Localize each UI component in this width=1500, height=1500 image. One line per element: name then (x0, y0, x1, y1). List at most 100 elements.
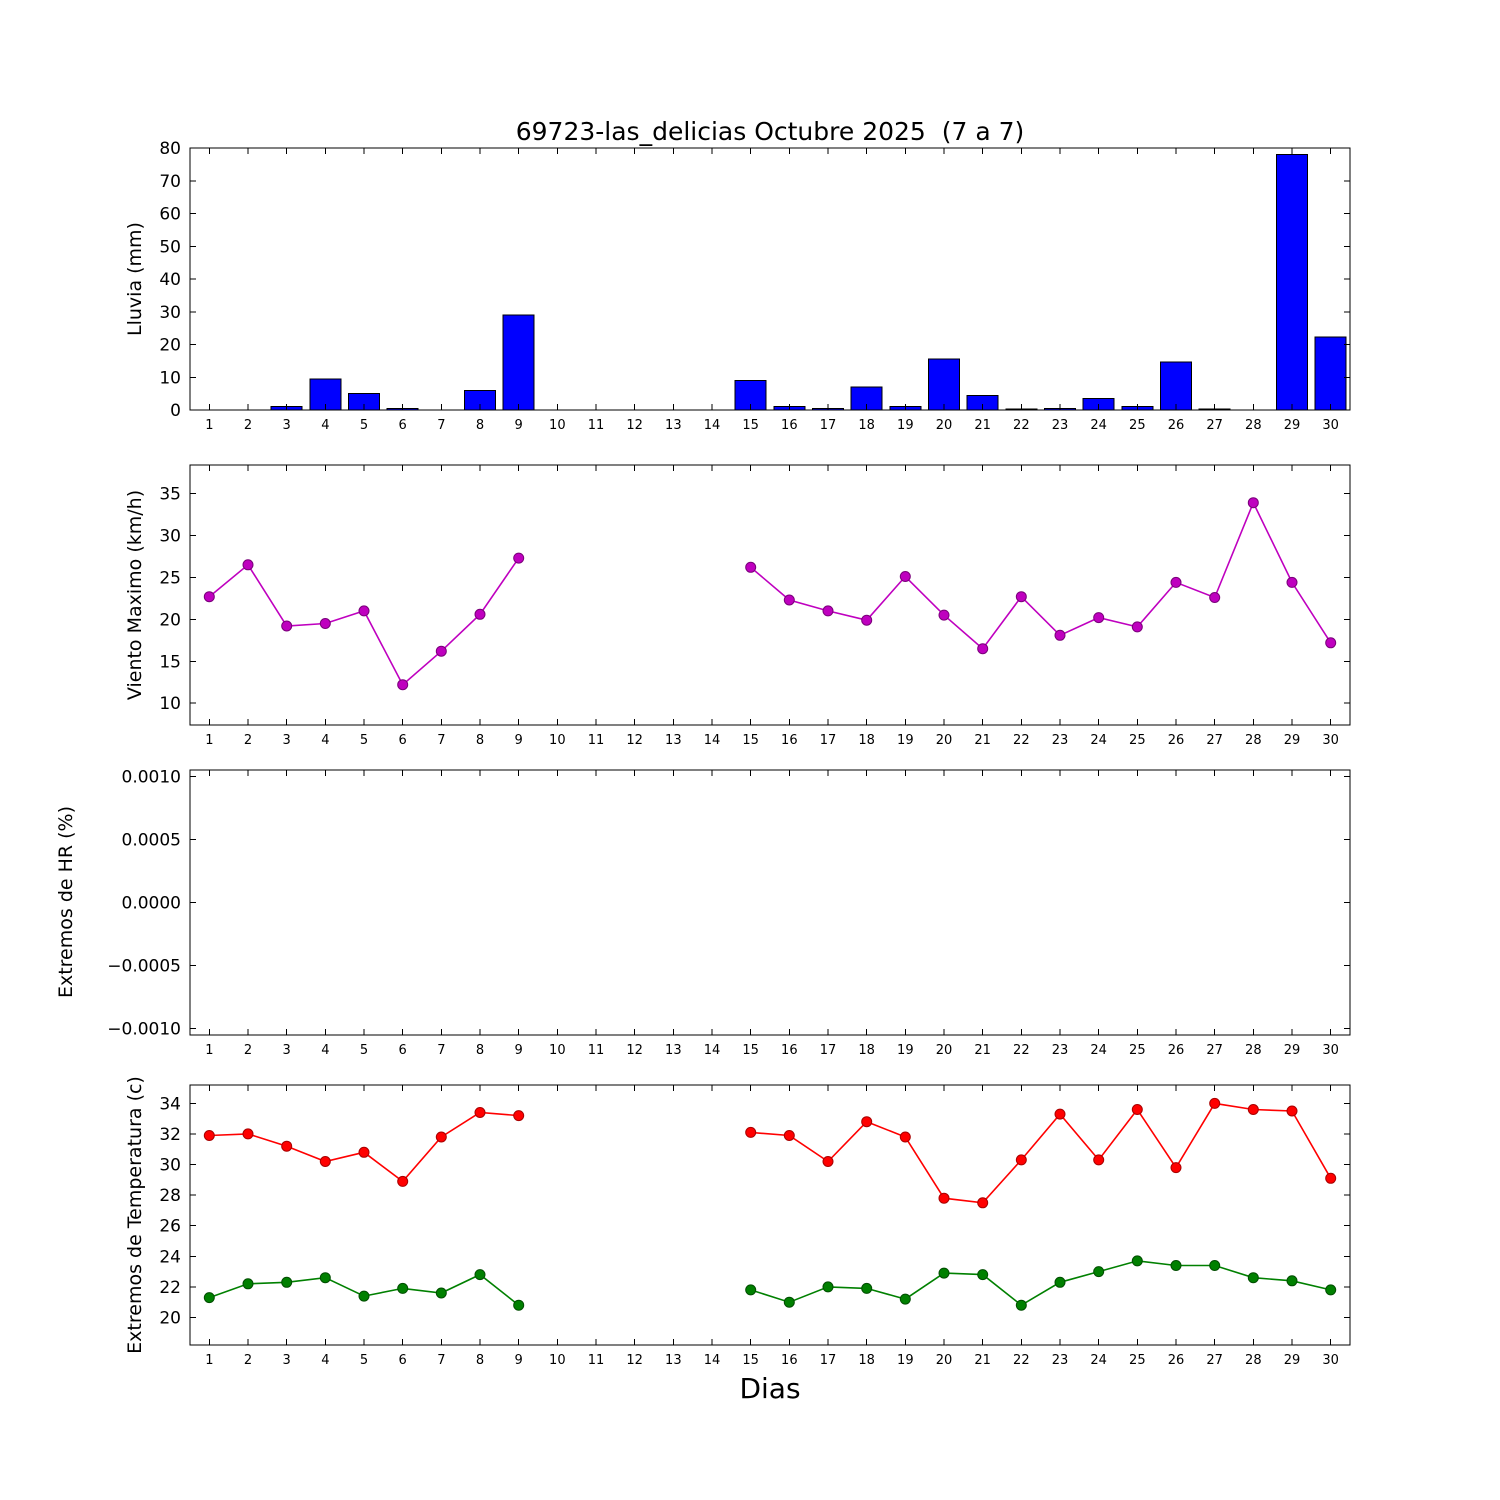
temperatura-xtick-label: 4 (321, 1353, 329, 1368)
temperatura-minima-point-day-15 (745, 1284, 757, 1296)
temperatura-xtick-label: 21 (974, 1353, 991, 1368)
lluvia-xtick-label: 14 (704, 418, 721, 433)
hr-xtick-label: 22 (1013, 1043, 1030, 1058)
viento-ytick-label: 15 (159, 652, 181, 672)
temperatura-maxima-point-day-2 (242, 1128, 254, 1140)
lluvia-xtick-label: 15 (742, 418, 759, 433)
viento-xtick-label: 8 (476, 733, 484, 748)
temperatura-maxima-point-day-30 (1325, 1172, 1337, 1184)
lluvia-xtick-label: 23 (1052, 418, 1069, 433)
hr-xtick-label: 14 (704, 1043, 721, 1058)
viento-xtick-label: 6 (399, 733, 407, 748)
hr-ytick-label: 0.0005 (122, 830, 181, 850)
temperatura-maxima-point-day-8 (474, 1107, 486, 1118)
temperatura-minima-point-day-8 (474, 1269, 486, 1281)
temperatura-maxima-point-day-21 (977, 1197, 989, 1209)
temperatura-xtick-label: 22 (1013, 1353, 1030, 1368)
lluvia-xtick-label: 21 (974, 418, 991, 433)
temperatura-xtick-label: 27 (1206, 1353, 1223, 1368)
viento-xtick-label: 30 (1322, 733, 1339, 748)
lluvia-xtick-label: 2 (244, 418, 252, 433)
temperatura-ytick-label: 26 (159, 1217, 181, 1237)
temperatura-minima-point-day-21 (977, 1269, 989, 1281)
viento-maximo-point-day-19 (899, 571, 911, 582)
viento-ytick-label: 10 (159, 694, 181, 714)
viento-maximo-point-day-28 (1247, 497, 1259, 509)
viento-xtick-label: 3 (283, 733, 291, 748)
viento-maximo-point-day-22 (1015, 591, 1027, 603)
viento-maximo-point-day-23 (1054, 629, 1066, 641)
viento-maximo-point-day-1 (203, 591, 215, 603)
viento-xtick-label: 22 (1013, 733, 1030, 748)
lluvia-xtick-label: 8 (476, 418, 484, 433)
lluvia-ytick-label: 80 (159, 139, 181, 159)
temperatura-minima-point-day-20 (938, 1267, 950, 1279)
lluvia-ytick-label: 10 (159, 368, 181, 388)
viento-xtick-label: 28 (1245, 733, 1262, 748)
viento-xtick-label: 9 (515, 733, 523, 748)
viento-xtick-label: 7 (437, 733, 445, 748)
viento-maximo-point-day-7 (435, 645, 447, 657)
temperatura-minima-point-day-24 (1093, 1266, 1105, 1278)
temperatura-minima-point-day-5 (358, 1290, 370, 1302)
temperatura-ytick-label: 22 (159, 1278, 181, 1298)
lluvia-xtick-label: 28 (1245, 418, 1262, 433)
lluvia-xtick-label: 12 (626, 418, 643, 433)
viento-xtick-label: 5 (360, 733, 368, 748)
viento-xtick-label: 13 (665, 733, 682, 748)
temperatura-xtick-label: 16 (781, 1353, 798, 1368)
lluvia-bar-day-30 (1314, 336, 1347, 411)
viento-xtick-label: 15 (742, 733, 759, 748)
temperatura-ytick-label: 34 (159, 1094, 181, 1114)
viento-maximo-point-day-15 (745, 561, 757, 573)
temperatura-maxima-point-day-4 (319, 1156, 331, 1167)
viento-xtick-label: 17 (820, 733, 837, 748)
hr-xtick-label: 29 (1284, 1043, 1301, 1058)
hr-xtick-label: 15 (742, 1043, 759, 1058)
lluvia-ytick-label: 30 (159, 303, 181, 323)
hr-xtick-label: 21 (974, 1043, 991, 1058)
viento-maximo-point-day-29 (1286, 576, 1298, 588)
temperatura-minima-line (209, 1260, 1331, 1307)
hr-xtick-label: 28 (1245, 1043, 1262, 1058)
lluvia-xtick-label: 19 (897, 418, 914, 433)
viento-xtick-label: 27 (1206, 733, 1223, 748)
temperatura-minima-point-day-25 (1131, 1255, 1143, 1267)
temperatura-maxima-point-day-16 (783, 1130, 795, 1141)
temperatura-minima-point-day-7 (435, 1287, 447, 1299)
viento-maximo-point-day-24 (1093, 612, 1105, 624)
hr-xtick-label: 11 (588, 1043, 605, 1058)
viento-xtick-label: 10 (549, 733, 566, 748)
viento-maximo-point-day-26 (1170, 576, 1182, 588)
lluvia-bar-day-26 (1160, 361, 1192, 411)
hr-xtick-label: 4 (321, 1043, 329, 1058)
lluvia-xtick-label: 1 (205, 418, 213, 433)
temperatura-maxima-point-day-22 (1015, 1154, 1027, 1166)
ylabel-temperatura: Extremos de Temperatura (c) (124, 1076, 146, 1354)
ylabel-viento: Viento Maximo (km/h) (124, 490, 146, 700)
lluvia-ytick-label: 50 (159, 237, 181, 257)
temperatura-minima-point-day-9 (513, 1299, 525, 1311)
lluvia-xtick-label: 17 (820, 418, 837, 433)
hr-xtick-label: 16 (781, 1043, 798, 1058)
ylabel-lluvia: Lluvia (mm) (124, 222, 146, 336)
lluvia-bar-day-20 (928, 358, 960, 411)
hr-ytick-label: 0.0000 (122, 894, 181, 914)
lluvia-xtick-label: 30 (1322, 418, 1339, 433)
temperatura-xtick-label: 24 (1090, 1353, 1107, 1368)
lluvia-ytick-label: 0 (170, 401, 181, 421)
viento-maximo-point-day-16 (783, 594, 795, 606)
temperatura-xtick-label: 20 (936, 1353, 953, 1368)
temperatura-minima-point-day-26 (1170, 1260, 1182, 1271)
lluvia-xtick-label: 3 (283, 418, 291, 433)
temperatura-xtick-label: 25 (1129, 1353, 1146, 1368)
lluvia-xtick-label: 25 (1129, 418, 1146, 433)
temperatura-ytick-label: 24 (159, 1247, 181, 1267)
viento-xtick-label: 14 (704, 733, 721, 748)
lluvia-xtick-label: 4 (321, 418, 329, 433)
lluvia-xtick-label: 27 (1206, 418, 1223, 433)
